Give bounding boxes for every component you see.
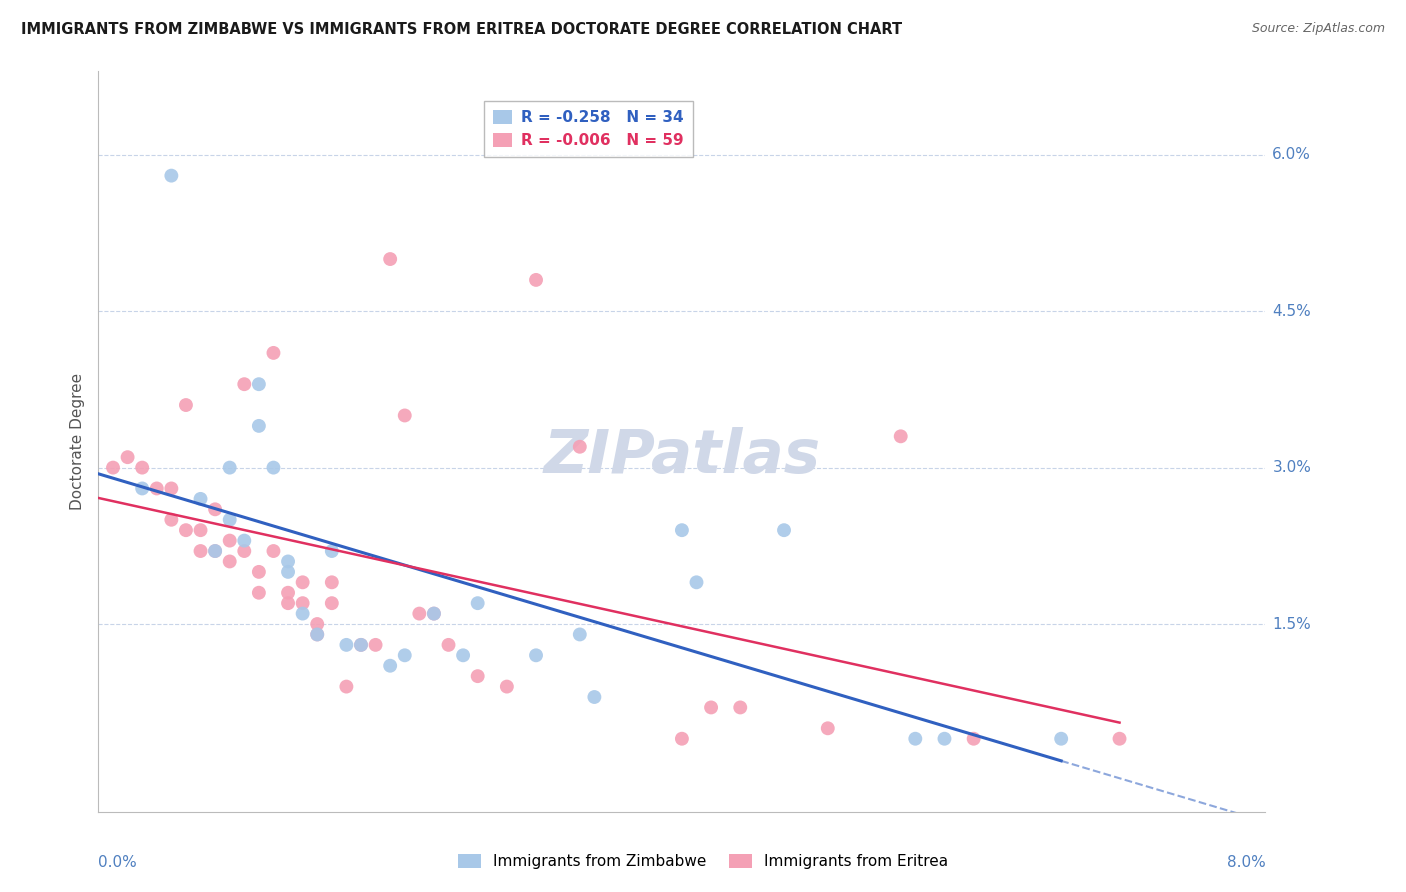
Text: 4.5%: 4.5% <box>1272 303 1310 318</box>
Point <box>190 523 212 537</box>
Point <box>730 700 752 714</box>
Point <box>380 658 402 673</box>
Text: 3.0%: 3.0% <box>1272 460 1312 475</box>
Point <box>233 544 256 558</box>
Point <box>335 638 357 652</box>
Point <box>291 607 314 621</box>
Point <box>218 554 240 568</box>
Point <box>101 460 124 475</box>
Point <box>890 429 912 443</box>
Point <box>262 346 284 360</box>
Point <box>262 544 284 558</box>
Point <box>131 460 153 475</box>
Point <box>568 627 591 641</box>
Point <box>277 565 299 579</box>
Point <box>467 669 489 683</box>
Point <box>174 523 197 537</box>
Point <box>204 544 226 558</box>
Point <box>1050 731 1073 746</box>
Point <box>218 533 240 548</box>
Point <box>423 607 446 621</box>
Point <box>437 638 460 652</box>
Point <box>277 596 299 610</box>
Point <box>904 731 927 746</box>
Point <box>467 596 489 610</box>
Text: 0.0%: 0.0% <box>98 855 138 870</box>
Point <box>262 460 284 475</box>
Point <box>962 731 984 746</box>
Point <box>350 638 373 652</box>
Point <box>247 418 270 433</box>
Point <box>247 586 270 600</box>
Point <box>700 700 723 714</box>
Text: 6.0%: 6.0% <box>1272 147 1312 162</box>
Point <box>321 596 343 610</box>
Point <box>773 523 796 537</box>
Text: IMMIGRANTS FROM ZIMBABWE VS IMMIGRANTS FROM ERITREA DOCTORATE DEGREE CORRELATION: IMMIGRANTS FROM ZIMBABWE VS IMMIGRANTS F… <box>21 22 903 37</box>
Point <box>321 575 343 590</box>
Point <box>394 648 416 663</box>
Text: 1.5%: 1.5% <box>1272 616 1310 632</box>
Point <box>321 544 343 558</box>
Point <box>423 607 446 621</box>
Point <box>380 252 402 266</box>
Text: ZIPatlas: ZIPatlas <box>543 427 821 486</box>
Point <box>817 721 839 735</box>
Point <box>451 648 474 663</box>
Point <box>335 680 357 694</box>
Point <box>671 731 693 746</box>
Point <box>934 731 956 746</box>
Point <box>496 680 519 694</box>
Point <box>190 491 212 506</box>
Point <box>671 523 693 537</box>
Point <box>204 502 226 516</box>
Y-axis label: Doctorate Degree: Doctorate Degree <box>69 373 84 510</box>
Point <box>394 409 416 423</box>
Point <box>350 638 373 652</box>
Point <box>131 482 153 496</box>
Point <box>1108 731 1130 746</box>
Point <box>233 377 256 392</box>
Point <box>583 690 606 704</box>
Point <box>685 575 707 590</box>
Point <box>218 460 240 475</box>
Point <box>247 377 270 392</box>
Point <box>160 482 183 496</box>
Point <box>524 648 547 663</box>
Point <box>174 398 197 412</box>
Point <box>307 617 329 632</box>
Point <box>160 513 183 527</box>
Text: 8.0%: 8.0% <box>1226 855 1265 870</box>
Point <box>307 627 329 641</box>
Point <box>117 450 139 465</box>
Point <box>277 586 299 600</box>
Point <box>218 513 240 527</box>
Text: Source: ZipAtlas.com: Source: ZipAtlas.com <box>1251 22 1385 36</box>
Point <box>307 627 329 641</box>
Point <box>364 638 387 652</box>
Point <box>146 482 169 496</box>
Point <box>291 596 314 610</box>
Legend: R = -0.258   N = 34, R = -0.006   N = 59: R = -0.258 N = 34, R = -0.006 N = 59 <box>484 101 693 157</box>
Point <box>204 544 226 558</box>
Point <box>408 607 430 621</box>
Point <box>524 273 547 287</box>
Point <box>233 533 256 548</box>
Legend: Immigrants from Zimbabwe, Immigrants from Eritrea: Immigrants from Zimbabwe, Immigrants fro… <box>451 848 955 875</box>
Point <box>568 440 591 454</box>
Point <box>277 554 299 568</box>
Point <box>247 565 270 579</box>
Point <box>291 575 314 590</box>
Point <box>160 169 183 183</box>
Point <box>190 544 212 558</box>
